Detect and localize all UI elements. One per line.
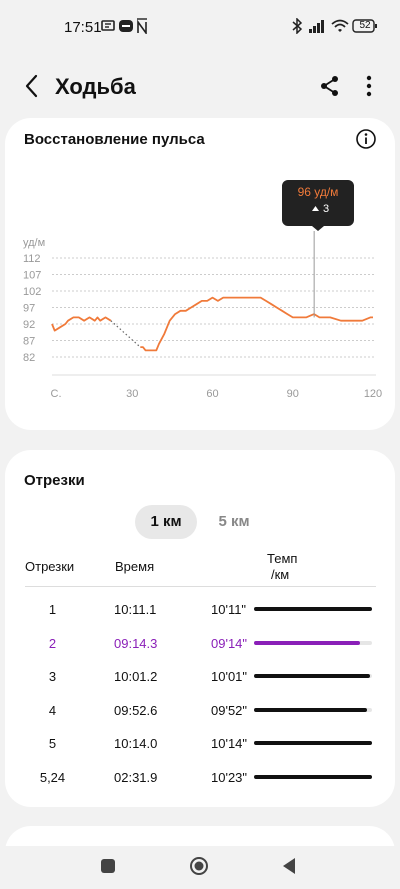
- pace-bar: [254, 674, 370, 679]
- split-number: 2: [48, 635, 57, 651]
- chart-series: [51, 296, 373, 352]
- home-circle-icon[interactable]: [189, 856, 209, 876]
- y-tick-label: 97: [23, 303, 35, 315]
- split-time: 10:01.2: [114, 669, 158, 685]
- pace-bar: [254, 707, 368, 712]
- header-pace-unit: /км: [271, 567, 290, 582]
- splits-card: Отрезки: [5, 450, 395, 807]
- recovery-chart: 112 107 102 97 92 87 82 С. 30 60 90 120 уд/м 96 уд…: [23, 180, 383, 400]
- x-tick-label: 30: [126, 388, 138, 400]
- n-icon: [137, 18, 147, 34]
- split-number: 5: [48, 736, 57, 752]
- header-divider: [25, 586, 376, 587]
- split-number: 1: [48, 602, 57, 617]
- chart-tooltip: 96 уд/м 3: [282, 180, 354, 231]
- signal-icon: [309, 20, 324, 33]
- y-tick-label: 87: [23, 336, 35, 348]
- bluetooth-icon: [292, 18, 303, 34]
- split-row: 5,24 02:31.9 10'23": [5, 767, 395, 789]
- pace-bar-track: [254, 674, 372, 679]
- tooltip-value: 96 уд/м: [298, 185, 339, 199]
- split-pace: 10'14": [211, 736, 248, 752]
- x-tick-label: С.: [51, 388, 62, 400]
- battery-level: 52: [359, 20, 371, 31]
- splits-table-header: Отрезки Время Темп /км: [5, 548, 395, 588]
- navigation-bar: [0, 846, 400, 889]
- tooltip-sub: 3: [323, 203, 329, 215]
- y-tick-label: 102: [23, 286, 41, 298]
- split-time: 09:14.3: [114, 635, 158, 651]
- toggle-5km[interactable]: 5 км: [218, 513, 250, 530]
- app-header: Ходьба: [0, 62, 400, 112]
- wifi-icon: [331, 19, 349, 32]
- heart-rate-gap-line: [110, 320, 141, 348]
- message-icon: [101, 20, 115, 31]
- split-row: 5 10:14.0 10'14": [5, 733, 395, 755]
- split-pace: 10'23": [211, 770, 248, 785]
- header-pace: Темп: [267, 551, 298, 566]
- header-segment: Отрезки: [25, 559, 75, 574]
- info-icon[interactable]: [355, 128, 377, 150]
- split-number: 3: [48, 669, 57, 685]
- y-axis-ticks: 112 107 102 97 92 87 82: [23, 253, 41, 364]
- pace-bar: [254, 640, 361, 645]
- heart-rate-line-0: [51, 316, 112, 332]
- status-time: 17:51: [64, 19, 102, 36]
- split-pace: 10'11": [211, 602, 247, 617]
- tooltip-up-arrow-icon: [312, 206, 319, 211]
- app-badge-icon: [119, 20, 133, 32]
- more-vert-icon[interactable]: [357, 74, 381, 98]
- back-triangle-icon[interactable]: [281, 857, 297, 875]
- split-time: 09:52.6: [114, 702, 158, 718]
- battery-icon: [352, 19, 377, 33]
- split-time: 02:31.9: [114, 770, 158, 785]
- back-arrow-icon[interactable]: [20, 72, 44, 100]
- pace-bar: [254, 775, 372, 779]
- y-axis-label: уд/м: [23, 237, 45, 249]
- x-tick-label: 60: [206, 388, 218, 400]
- page-title: Ходьба: [55, 74, 136, 99]
- toggle-1km[interactable]: 1 км: [135, 505, 197, 539]
- pace-bar-track: [254, 741, 372, 746]
- y-tick-label: 92: [23, 319, 35, 331]
- pace-bar-track: [254, 640, 372, 645]
- pace-bar-track: [254, 707, 372, 712]
- split-pace: 10'01": [211, 669, 248, 685]
- header-time: Время: [115, 559, 155, 574]
- split-row: 3 10:01.2 10'01": [5, 666, 395, 688]
- split-time: 10:11.1: [114, 602, 157, 617]
- heart-rate-line-1: [140, 296, 373, 352]
- split-number: 4: [48, 702, 57, 718]
- split-pace: 09'52": [211, 702, 248, 718]
- share-icon[interactable]: [318, 74, 342, 98]
- pace-bar-track: [254, 775, 372, 779]
- chart-grid: [52, 257, 376, 376]
- y-tick-label: 112: [23, 253, 41, 265]
- pace-bar: [254, 741, 372, 746]
- split-row: 1 10:11.1 10'11": [5, 599, 395, 621]
- status-bar: 17:51 52: [0, 0, 400, 56]
- y-tick-label: 82: [23, 352, 35, 364]
- recents-square-icon[interactable]: [100, 858, 116, 874]
- split-row: 2 09:14.3 09'14": [5, 633, 395, 655]
- pace-bar-track: [254, 607, 372, 611]
- split-row: 4 09:52.6 09'52": [5, 700, 395, 722]
- split-pace: 09'14": [211, 635, 248, 651]
- x-tick-label: 90: [287, 388, 299, 400]
- split-time: 10:14.0: [114, 736, 158, 752]
- split-number: 5,24: [39, 770, 66, 785]
- splits-title: Отрезки: [24, 472, 85, 489]
- x-axis-ticks: С. 30 60 90 120: [51, 388, 383, 400]
- pace-bar: [254, 607, 372, 611]
- x-tick-label: 120: [364, 388, 382, 400]
- y-tick-label: 107: [23, 270, 41, 282]
- recovery-title: Восстановление пульса: [24, 131, 205, 148]
